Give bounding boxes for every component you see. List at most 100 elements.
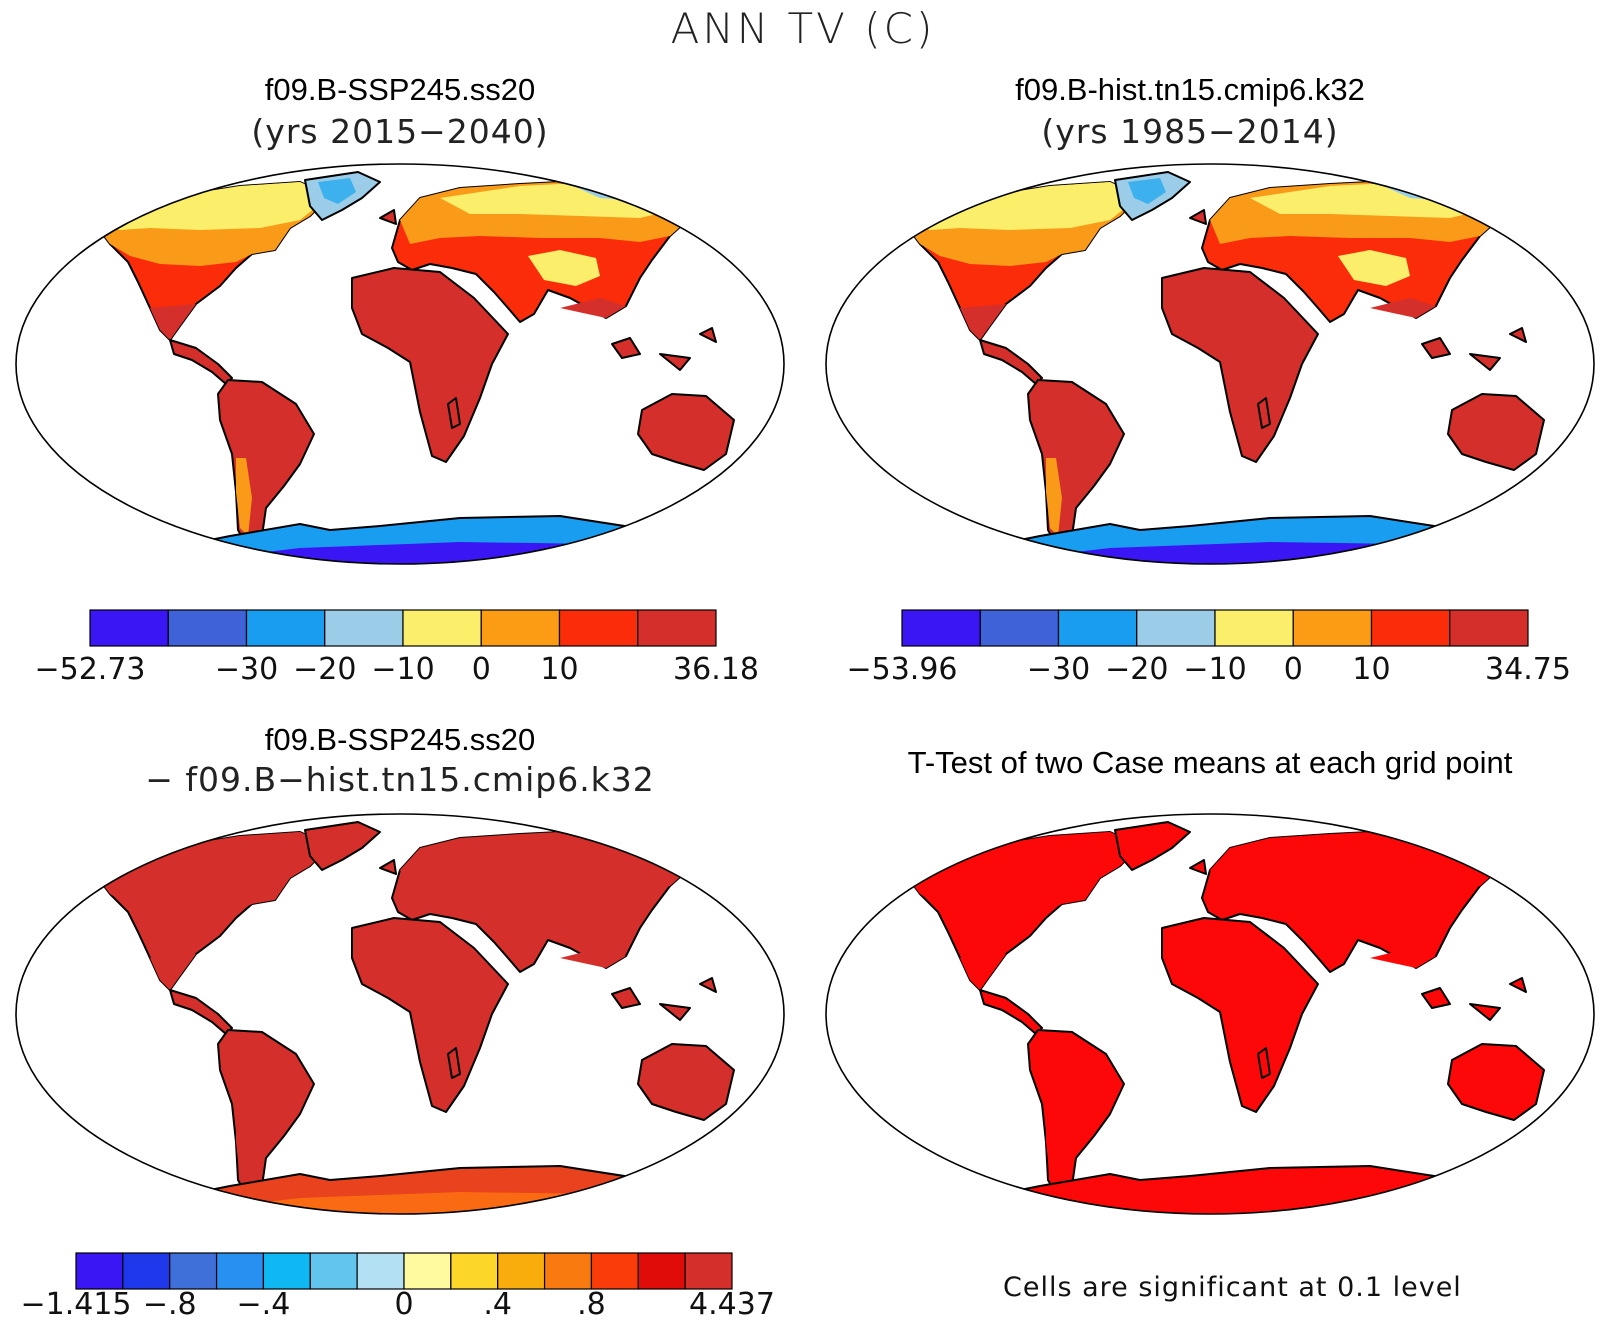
colorbar-bottom-left — [75, 1252, 733, 1290]
map-border — [15, 163, 785, 565]
tibet-plateau — [1338, 250, 1410, 286]
island-1 — [659, 353, 691, 371]
andes-band — [1046, 1108, 1062, 1186]
andes-band — [236, 458, 252, 536]
island-5 — [1189, 209, 1207, 225]
colorbar-box-10 — [543, 1252, 593, 1290]
antarctica-interior — [970, 542, 1490, 564]
tibet-plateau — [528, 250, 600, 286]
island-3 — [1257, 1047, 1271, 1079]
andes-band — [236, 1108, 252, 1186]
panel-title-bottom-left: f09.B-SSP245.ss20 — [264, 722, 536, 757]
colorbar-box-6 — [356, 1252, 405, 1290]
colorbar-box-1 — [979, 609, 1060, 647]
colorbar-box-3 — [1136, 609, 1216, 647]
colorbar-box-5 — [309, 1252, 358, 1290]
colorbar-label: −53.96 — [846, 652, 958, 687]
panel-subtitle-bottom-left: − f09.B−hist.tn15.cmip6.k32 — [145, 760, 655, 799]
colorbar-box-6 — [558, 609, 639, 647]
southeast-asia — [1370, 298, 1436, 318]
island-2 — [1509, 327, 1527, 343]
colorbar-box-0 — [75, 1252, 124, 1290]
island-0 — [611, 987, 641, 1009]
africa — [351, 267, 509, 463]
antarctica-interior — [160, 1192, 680, 1214]
island-2 — [699, 977, 717, 993]
panel-title-bottom-right: T-Test of two Case means at each grid po… — [907, 745, 1513, 780]
panel-subtitle-top-left: (yrs 2015−2040) — [251, 112, 549, 151]
colorbar-label: −10 — [371, 652, 435, 687]
island-0 — [611, 337, 641, 359]
colorbar-box-5 — [1292, 609, 1373, 647]
island-4 — [1559, 487, 1575, 503]
island-1 — [659, 1003, 691, 1021]
colorbar-label: 34.75 — [1485, 652, 1571, 687]
north-america-arctic — [92, 832, 330, 880]
colorbar-box-7 — [637, 609, 717, 647]
colorbar-box-4 — [402, 609, 482, 647]
colorbar-label: −.4 — [236, 1287, 291, 1322]
colorbar-box-5 — [480, 609, 561, 647]
map-top-left — [15, 163, 785, 565]
antarctica-interior — [970, 1192, 1490, 1214]
colorbar-box-7 — [1449, 609, 1529, 647]
africa — [1161, 917, 1319, 1113]
central-america — [169, 989, 233, 1035]
colorbar-top-right — [901, 609, 1529, 647]
greenland-interior — [318, 828, 356, 854]
colorbar-label: −20 — [293, 652, 357, 687]
island-3 — [1257, 397, 1271, 429]
africa — [351, 917, 509, 1113]
colorbar-label: 0 — [471, 652, 491, 687]
colorbar-label: 10 — [1352, 652, 1391, 687]
significance-footnote: Cells are significant at 0.1 level — [1003, 1272, 1462, 1303]
central-america — [169, 339, 233, 385]
colorbar-label: 36.18 — [673, 652, 759, 687]
colorbar-box-9 — [497, 1252, 546, 1290]
greenland-interior — [318, 178, 356, 204]
colorbar-box-2 — [169, 1252, 218, 1290]
colorbar-label: −20 — [1105, 652, 1169, 687]
southeast-asia — [560, 948, 626, 968]
colorbar-labels-top-left: −52.73 −30 −20 −10 0 10 36.18 — [34, 652, 758, 692]
figure-title: ANN TV (C) — [670, 4, 936, 53]
island-5 — [1189, 859, 1207, 875]
colorbar-top-left — [89, 609, 717, 647]
island-2 — [1509, 977, 1527, 993]
map-bottom-right — [825, 813, 1595, 1215]
southeast-asia — [560, 298, 626, 318]
colorbar-label: −30 — [1026, 652, 1091, 687]
colorbar-box-2 — [1057, 609, 1138, 647]
colorbar-box-3 — [215, 1252, 265, 1290]
colorbar-box-3 — [324, 609, 404, 647]
map-bottom-left — [15, 813, 785, 1215]
island-0 — [1421, 987, 1451, 1009]
greenland-interior — [1128, 178, 1166, 204]
colorbar-box-11 — [590, 1252, 639, 1290]
colorbar-labels-bottom-left: −1.415 −.8 −.4 0 .4 .8 4.437 — [20, 1287, 774, 1323]
colorbar-label: .8 — [577, 1287, 606, 1322]
colorbar-box-1 — [122, 1252, 171, 1290]
panel-title-top-left: f09.B-SSP245.ss20 — [264, 72, 536, 107]
australia — [1447, 1043, 1545, 1121]
colorbar-box-6 — [1370, 609, 1451, 647]
colorbar-box-0 — [901, 609, 981, 647]
greenland-interior — [1128, 828, 1166, 854]
colorbar-box-7 — [403, 1252, 452, 1290]
africa — [1161, 267, 1319, 463]
colorbar-label: .4 — [483, 1287, 513, 1322]
north-america-south — [150, 304, 196, 340]
central-america — [979, 339, 1043, 385]
colorbar-box-4 — [1214, 609, 1294, 647]
australia — [1447, 393, 1545, 471]
island-4 — [749, 487, 765, 503]
island-0 — [1421, 337, 1451, 359]
colorbar-label: 0 — [1283, 652, 1303, 687]
tibet-plateau — [1338, 900, 1410, 936]
australia — [637, 393, 735, 471]
colorbar-label: −30 — [214, 652, 279, 687]
panel-subtitle-top-right: (yrs 1985−2014) — [1041, 112, 1339, 151]
australia — [637, 1043, 735, 1121]
map-border — [825, 163, 1595, 565]
colorbar-box-2 — [245, 609, 326, 647]
